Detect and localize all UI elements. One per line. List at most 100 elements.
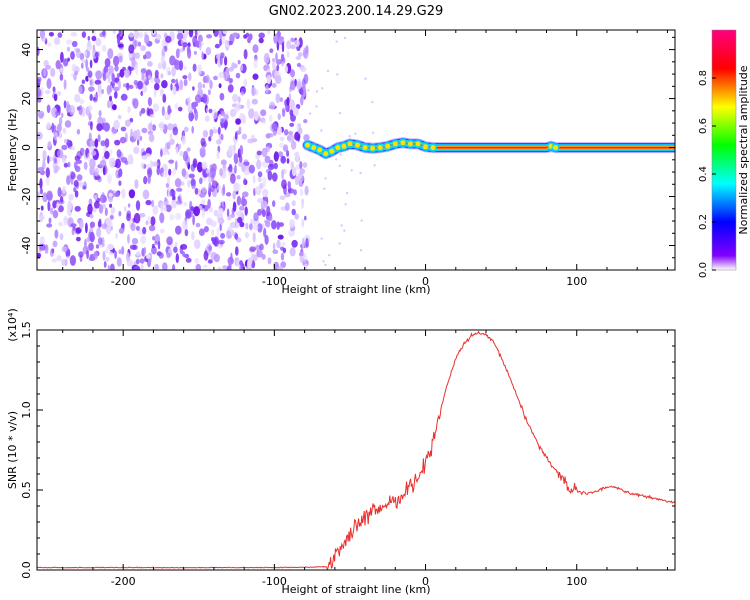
noise-blob	[165, 35, 172, 44]
noise-blob	[141, 264, 144, 270]
signal-blob-core	[553, 145, 559, 151]
noise-blob	[98, 110, 102, 117]
noise-blob	[94, 79, 102, 85]
noise-blob	[209, 79, 213, 90]
noise-blob	[171, 199, 177, 209]
noise-blob	[266, 205, 271, 217]
noise-blob	[260, 109, 267, 117]
noise-blob	[85, 222, 88, 234]
noise-blob	[39, 178, 43, 189]
noise-blob	[159, 121, 165, 132]
noise-blob	[280, 155, 287, 164]
noise-blob	[101, 44, 107, 52]
snr-ytick-label: 1.5	[20, 321, 33, 339]
noise-blob	[199, 192, 206, 198]
noise-blob	[161, 80, 168, 89]
noise-blob	[222, 30, 228, 35]
noise-blob	[221, 201, 225, 208]
noise-blob	[290, 69, 295, 78]
noise-blob	[280, 57, 286, 64]
noise-blob	[206, 34, 213, 39]
signal-blob-core	[329, 148, 335, 154]
noise-blob	[169, 189, 176, 197]
noise-blob	[293, 189, 297, 196]
noise-blob	[88, 256, 96, 262]
noise-blob	[267, 30, 271, 35]
noise-speck	[348, 135, 351, 138]
noise-blob	[260, 200, 268, 209]
noise-speck	[315, 90, 319, 93]
noise-blob	[180, 243, 188, 250]
noise-blob	[58, 221, 64, 227]
noise-blob	[220, 110, 226, 117]
noise-blob	[57, 186, 62, 198]
noise-blob	[248, 33, 253, 41]
noise-blob	[172, 126, 179, 136]
noise-blob	[259, 243, 264, 251]
noise-blob	[101, 89, 104, 94]
noise-blob	[162, 262, 168, 270]
noise-blob	[61, 112, 64, 119]
noise-blob	[239, 221, 245, 228]
noise-blob	[63, 79, 67, 90]
noise-blob	[118, 55, 123, 63]
noise-blob	[295, 151, 300, 163]
noise-blob	[96, 123, 103, 132]
noise-speck	[335, 40, 338, 43]
noise-blob	[205, 47, 212, 56]
noise-blob	[71, 73, 74, 78]
signal-blob-core	[370, 145, 376, 151]
noise-blob	[61, 154, 67, 164]
noise-blob	[87, 70, 93, 78]
noise-blob	[217, 244, 223, 249]
noise-blob	[247, 260, 252, 269]
noise-blob	[98, 218, 102, 224]
noise-blob	[269, 114, 273, 123]
noise-blob	[107, 219, 111, 231]
noise-blob	[277, 113, 281, 120]
noise-blob	[258, 37, 264, 44]
noise-blob	[290, 37, 295, 43]
noise-blob	[159, 228, 165, 234]
noise-blob	[46, 223, 53, 228]
noise-blob	[279, 142, 285, 148]
noise-blob	[166, 236, 173, 246]
noise-blob	[108, 251, 114, 256]
noise-blob	[147, 97, 152, 107]
noise-blob	[208, 182, 212, 194]
noise-blob	[257, 208, 262, 216]
spectrogram-xlabel: Height of straight line (km)	[281, 283, 430, 296]
noise-blob	[89, 163, 95, 175]
noise-blob	[304, 185, 309, 196]
noise-blob	[228, 146, 233, 157]
noise-blob	[271, 122, 278, 131]
noise-blob	[115, 233, 119, 239]
noise-blob	[143, 176, 148, 185]
noise-blob	[250, 251, 254, 260]
noise-blob	[59, 195, 64, 203]
noise-blob	[147, 174, 151, 185]
noise-blob	[186, 147, 191, 152]
noise-blob	[171, 78, 176, 84]
noise-blob	[244, 231, 250, 239]
noise-blob	[289, 247, 296, 257]
noise-blob	[52, 240, 58, 248]
noise-blob	[128, 66, 135, 71]
noise-blob	[281, 109, 286, 117]
noise-blob	[248, 164, 255, 174]
signal-blob-core	[335, 145, 341, 151]
noise-blob	[51, 107, 58, 118]
noise-blob	[193, 206, 201, 217]
noise-blob	[183, 79, 188, 87]
noise-blob	[40, 36, 47, 42]
noise-blob	[59, 67, 64, 73]
noise-blob	[216, 227, 220, 237]
noise-blob	[52, 210, 59, 219]
noise-blob	[64, 120, 72, 128]
noise-blob	[261, 147, 268, 158]
noise-blob	[181, 220, 188, 231]
noise-blob	[68, 193, 74, 201]
noise-blob	[290, 80, 296, 91]
signal-blob-core	[362, 145, 368, 151]
noise-blob	[165, 182, 170, 188]
